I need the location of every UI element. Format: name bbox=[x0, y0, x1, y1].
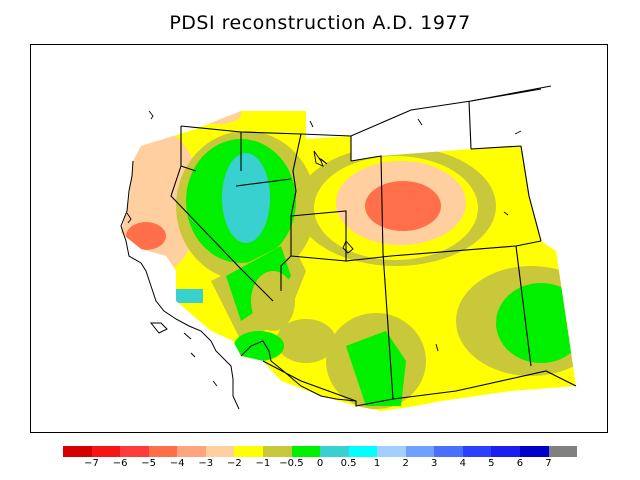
pdsi-map bbox=[101, 85, 577, 431]
scale-label: 4 bbox=[459, 458, 466, 469]
scale-label: −2 bbox=[226, 458, 242, 469]
color-swatch-7 bbox=[262, 446, 292, 457]
coastline-mask bbox=[101, 233, 356, 431]
color-swatch-9 bbox=[320, 446, 349, 457]
scale-label: 2 bbox=[402, 458, 409, 469]
boundaries bbox=[170, 85, 577, 407]
color-swatch-10 bbox=[348, 446, 378, 457]
scale-label: 7 bbox=[545, 458, 552, 469]
color-swatch-4 bbox=[177, 446, 206, 457]
scale-label: −3 bbox=[198, 458, 214, 469]
color-swatch-8 bbox=[291, 446, 321, 457]
scale-label: −1 bbox=[255, 458, 271, 469]
lakes bbox=[126, 110, 522, 387]
scale-label: −4 bbox=[169, 458, 185, 469]
color-scale-bar bbox=[63, 446, 578, 457]
map-frame bbox=[30, 44, 608, 433]
color-swatch-17 bbox=[548, 446, 578, 457]
color-swatch-2 bbox=[120, 446, 149, 457]
scale-label: 1 bbox=[373, 458, 381, 469]
scale-label: −7 bbox=[84, 458, 99, 469]
color-swatch-1 bbox=[91, 446, 121, 457]
scale-label: 0 bbox=[316, 458, 324, 469]
color-swatch-6 bbox=[234, 446, 263, 457]
scale-label: −5 bbox=[141, 458, 157, 469]
color-swatch-12 bbox=[405, 446, 435, 457]
color-swatch-13 bbox=[434, 446, 463, 457]
color-swatch-14 bbox=[462, 446, 492, 457]
scale-label: 5 bbox=[488, 458, 495, 469]
scale-label: 6 bbox=[516, 458, 524, 469]
scale-label: 0.5 bbox=[340, 458, 357, 469]
scale-label: −0.5 bbox=[279, 458, 304, 469]
color-swatch-0 bbox=[63, 446, 92, 457]
map-title: PDSI reconstruction A.D. 1977 bbox=[169, 12, 471, 34]
color-swatch-11 bbox=[377, 446, 406, 457]
color-swatch-16 bbox=[520, 446, 549, 457]
color-swatch-5 bbox=[205, 446, 235, 457]
scale-label: −6 bbox=[112, 458, 128, 469]
scale-label: 3 bbox=[431, 458, 438, 469]
color-swatch-15 bbox=[491, 446, 520, 457]
color-scale-labels: −7 −6 −5 −4 −3 −2 −1 −0.5 0 0.5 1 2 3 4 5 6 7 bbox=[63, 458, 577, 474]
coastline bbox=[120, 160, 357, 410]
color-swatch-3 bbox=[148, 446, 178, 457]
